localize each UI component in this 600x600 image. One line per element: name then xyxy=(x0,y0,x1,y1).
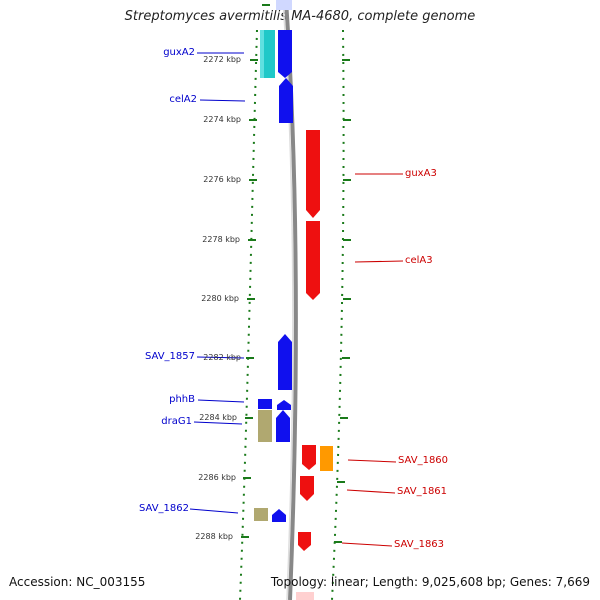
right-leader-lines xyxy=(341,173,404,547)
gene-guxA3-shape xyxy=(306,130,320,218)
gene-SAV_1861-shape xyxy=(300,476,314,501)
axis-tick-label: 2288 kbp xyxy=(195,532,233,541)
axis-tick-label: 2282 kbp xyxy=(203,353,241,362)
right-ticks xyxy=(334,59,351,543)
gene-draG1-shape xyxy=(258,410,290,442)
gene-phhB-shape xyxy=(258,399,291,410)
gene-guxA2-shape xyxy=(260,30,275,78)
gene-label-SAV_1857[interactable]: SAV_1857 xyxy=(144,351,195,362)
axis-tick-label: 2284 kbp xyxy=(199,413,237,422)
gene-SAV_1862-shape xyxy=(254,508,286,522)
gene-label-SAV_1863[interactable]: SAV_1863 xyxy=(394,539,445,550)
left-ticks xyxy=(241,4,270,538)
axis-tick-label: 2276 kbp xyxy=(203,175,241,184)
gene-label-draG1[interactable]: draG1 xyxy=(161,416,192,427)
right-dotted-guide xyxy=(331,29,345,600)
bottom-highlight xyxy=(296,592,314,600)
genome-title: Streptomyces avermitilis MA-4680, comple… xyxy=(124,9,476,24)
axis-tick-label: 2280 kbp xyxy=(201,294,239,303)
gene-celA2-shape xyxy=(279,78,293,123)
left-dotted-guide xyxy=(239,29,258,600)
gene-guxA2-fwd-shape xyxy=(278,30,292,78)
gene-label-celA3[interactable]: celA3 xyxy=(405,255,433,266)
gene-celA3-shape xyxy=(306,221,320,300)
gene-label-phhB[interactable]: phhB xyxy=(169,394,195,405)
gene-SAV_1863-shape xyxy=(298,532,311,551)
axis-tick-label: 2278 kbp xyxy=(202,235,240,244)
accession-text: Accession: NC_003155 xyxy=(9,575,146,589)
gene-label-guxA3[interactable]: guxA3 xyxy=(405,168,437,179)
genome-summary-text: Topology: linear; Length: 9,025,608 bp; … xyxy=(270,575,590,589)
axis-tick-label: 2274 kbp xyxy=(203,115,241,124)
left-leader-lines xyxy=(189,52,246,514)
axis-tick-label: 2286 kbp xyxy=(198,473,236,482)
top-highlight xyxy=(276,0,292,10)
gene-label-SAV_1860[interactable]: SAV_1860 xyxy=(398,455,449,466)
gene-label-celA2[interactable]: celA2 xyxy=(169,94,197,105)
gene-label-guxA2[interactable]: guxA2 xyxy=(163,47,195,58)
gene-SAV_1857-shape xyxy=(278,334,292,390)
gene-SAV_1860-shape xyxy=(302,445,333,471)
axis-tick-label: 2272 kbp xyxy=(203,55,241,64)
gene-label-SAV_1861[interactable]: SAV_1861 xyxy=(397,486,448,497)
gene-label-SAV_1862[interactable]: SAV_1862 xyxy=(138,503,189,514)
